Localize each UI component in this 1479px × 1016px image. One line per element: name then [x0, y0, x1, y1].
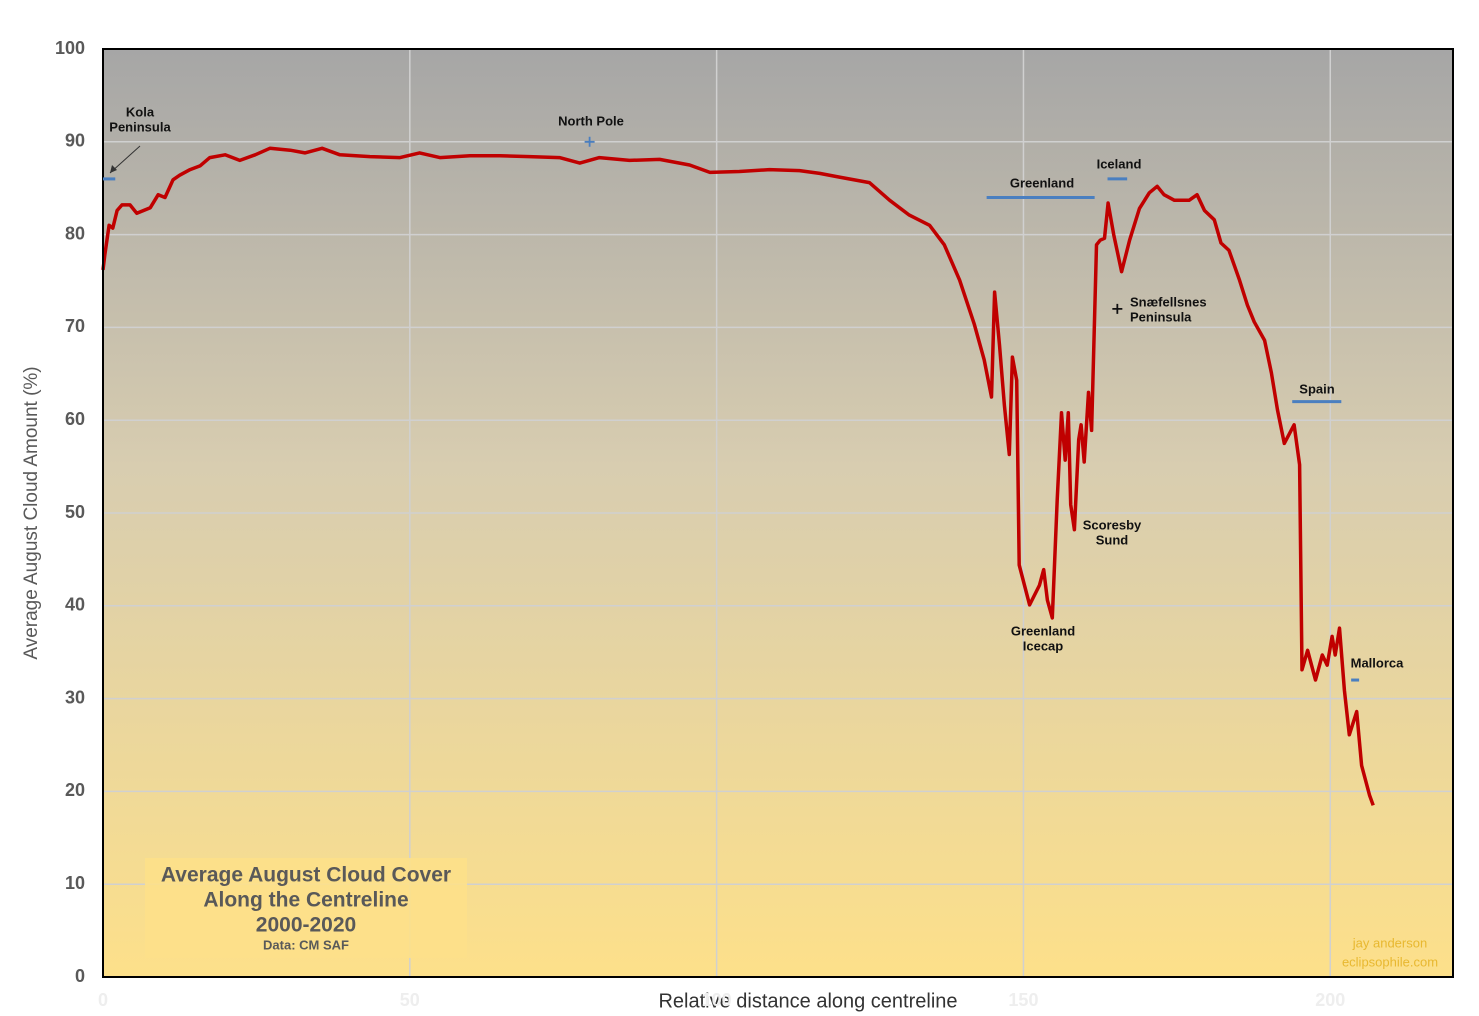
- credit: eclipsophile.com: [1342, 954, 1438, 969]
- y-tick-label: 0: [75, 966, 85, 986]
- annotation: Peninsula: [109, 119, 171, 134]
- annotation: Spain: [1299, 381, 1334, 396]
- y-tick-label: 30: [65, 687, 85, 707]
- annotation-marker: [584, 136, 595, 147]
- chart-title: Along the Centreline: [203, 889, 408, 912]
- plot-frame: [102, 48, 1454, 978]
- annotation-marker: [1112, 303, 1123, 314]
- annotation: Greenland: [1010, 175, 1074, 190]
- y-tick-label: 20: [65, 780, 85, 800]
- x-tick-label: 150: [1008, 990, 1038, 1010]
- source: Data: CM SAF: [263, 937, 349, 952]
- series: [101, 146, 1375, 806]
- y-tick-label: 10: [65, 873, 85, 893]
- x-tick-label: 200: [1315, 990, 1345, 1010]
- y-tick-label: 70: [65, 316, 85, 336]
- x-axis-label: Relative distance along centreline: [658, 990, 957, 1012]
- annotation: Scoresby: [1083, 517, 1142, 532]
- arrowhead: [110, 165, 117, 173]
- y-axis-label: Average August Cloud Amount (%): [21, 366, 42, 659]
- y-tick-label: 60: [65, 409, 85, 429]
- y-tick-label: 90: [65, 131, 85, 151]
- x-tick-label: 50: [400, 990, 420, 1010]
- y-tick-label: 40: [65, 595, 85, 615]
- y-tick-label: 50: [65, 502, 85, 522]
- data-line: [101, 146, 1375, 806]
- y-tick-label: 100: [55, 38, 85, 58]
- annotation: Greenland: [1011, 623, 1075, 638]
- title-box: [145, 858, 467, 958]
- annotation: Snæfellsnes: [1130, 294, 1207, 309]
- chart-title: 2000-2020: [256, 914, 356, 937]
- annotation: North Pole: [558, 113, 624, 128]
- x-tick-label: 0: [98, 990, 108, 1010]
- annotation: Kola: [126, 104, 155, 119]
- chart-title: Average August Cloud Cover: [161, 864, 451, 887]
- x-tick-label: 100: [702, 990, 732, 1010]
- annotation: Icecap: [1023, 638, 1064, 653]
- y-tick-label: 80: [65, 223, 85, 243]
- credit: jay anderson: [1352, 935, 1427, 950]
- annotation: Peninsula: [1130, 309, 1192, 324]
- annotation: Mallorca: [1351, 655, 1405, 670]
- annotation: Iceland: [1097, 156, 1142, 171]
- annotation: Sund: [1096, 532, 1129, 547]
